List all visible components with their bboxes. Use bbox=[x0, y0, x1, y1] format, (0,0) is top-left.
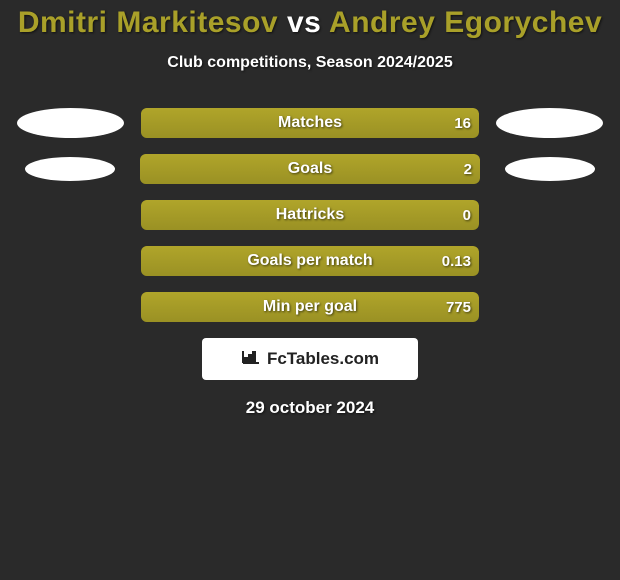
stat-row: 2Goals bbox=[0, 154, 620, 184]
bar-fill-right bbox=[140, 154, 480, 184]
bar-track: 775Min per goal bbox=[141, 292, 479, 322]
spacer bbox=[17, 246, 124, 276]
spacer bbox=[17, 200, 124, 230]
logo-text: FcTables.com bbox=[267, 349, 379, 369]
subtitle: Club competitions, Season 2024/2025 bbox=[0, 54, 620, 72]
spacer bbox=[17, 292, 124, 322]
date: 29 october 2024 bbox=[0, 398, 620, 418]
stat-row: 0Hattricks bbox=[0, 200, 620, 230]
spacer bbox=[496, 246, 603, 276]
chart-icon bbox=[241, 349, 261, 370]
title-player1: Dmitri Markitesov bbox=[18, 6, 278, 39]
value-right: 2 bbox=[464, 154, 472, 184]
value-right: 0.13 bbox=[442, 246, 471, 276]
bar-track: 0.13Goals per match bbox=[141, 246, 479, 276]
title-vs: vs bbox=[287, 6, 321, 39]
value-right: 0 bbox=[463, 200, 471, 230]
bar-track: 2Goals bbox=[140, 154, 480, 184]
bar-fill-right bbox=[141, 200, 479, 230]
stat-row: 775Min per goal bbox=[0, 292, 620, 322]
stats-chart: 16Matches 2Goals 0Hattricks 0.13Goals per m… bbox=[0, 108, 620, 322]
stat-row: 0.13Goals per match bbox=[0, 246, 620, 276]
title-player2: Andrey Egorychev bbox=[329, 6, 602, 39]
player-oval-left bbox=[17, 108, 124, 138]
spacer bbox=[496, 292, 603, 322]
bar-track: 16Matches bbox=[141, 108, 479, 138]
player-oval-left bbox=[25, 157, 115, 181]
spacer bbox=[496, 200, 603, 230]
player-oval-right bbox=[505, 157, 595, 181]
logo-box: FcTables.com bbox=[202, 338, 418, 380]
bar-fill-right bbox=[141, 246, 479, 276]
page-title: Dmitri Markitesov vs Andrey Egorychev bbox=[0, 0, 620, 40]
bar-fill-right bbox=[141, 292, 479, 322]
player-oval-right bbox=[496, 108, 603, 138]
bar-fill-right bbox=[141, 108, 479, 138]
stat-row: 16Matches bbox=[0, 108, 620, 138]
bar-track: 0Hattricks bbox=[141, 200, 479, 230]
value-right: 775 bbox=[446, 292, 471, 322]
value-right: 16 bbox=[454, 108, 471, 138]
